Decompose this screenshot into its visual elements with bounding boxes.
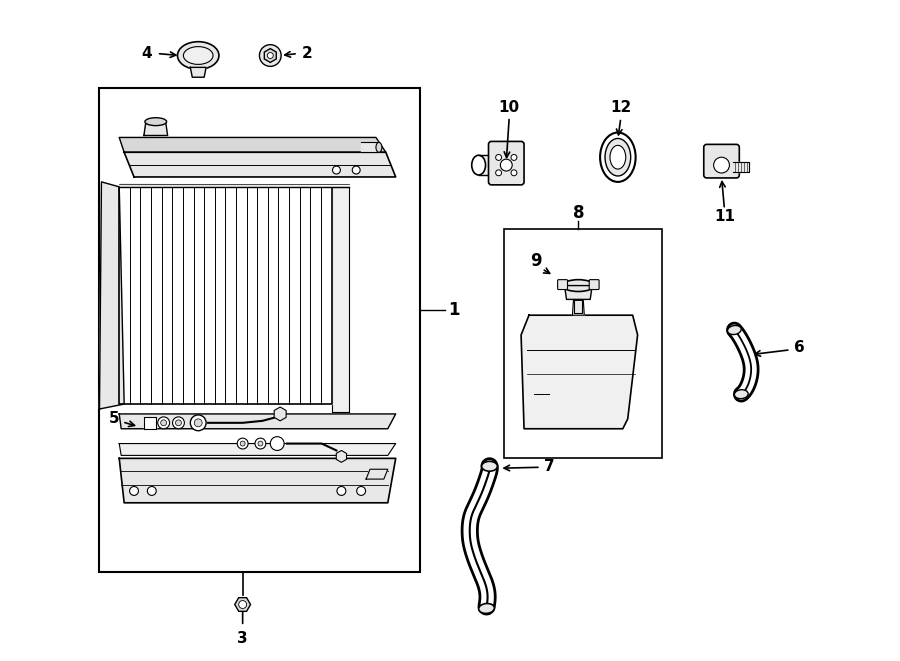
Text: 5: 5 (109, 411, 120, 426)
Circle shape (356, 486, 365, 495)
Circle shape (158, 417, 169, 429)
Ellipse shape (605, 138, 631, 176)
Polygon shape (572, 300, 584, 315)
Ellipse shape (376, 142, 382, 152)
Text: 11: 11 (714, 209, 735, 224)
Ellipse shape (610, 145, 626, 169)
Circle shape (190, 415, 206, 431)
Text: 10: 10 (499, 100, 520, 115)
Circle shape (176, 420, 182, 426)
FancyBboxPatch shape (590, 280, 599, 290)
Circle shape (500, 159, 512, 171)
Polygon shape (331, 187, 349, 412)
Text: 9: 9 (530, 252, 542, 270)
Text: 7: 7 (544, 459, 554, 474)
Polygon shape (521, 315, 637, 429)
Text: 2: 2 (302, 46, 312, 61)
Polygon shape (144, 122, 167, 136)
Polygon shape (564, 286, 592, 299)
Circle shape (161, 420, 166, 426)
Circle shape (714, 157, 729, 173)
Circle shape (511, 155, 517, 161)
Polygon shape (734, 162, 749, 172)
Ellipse shape (727, 325, 742, 334)
Circle shape (267, 52, 274, 58)
FancyBboxPatch shape (489, 141, 524, 185)
Text: 4: 4 (141, 46, 152, 61)
Ellipse shape (734, 390, 748, 399)
Ellipse shape (600, 132, 635, 182)
Circle shape (194, 419, 202, 427)
Polygon shape (119, 184, 349, 187)
Polygon shape (119, 137, 386, 152)
Circle shape (173, 417, 184, 429)
Circle shape (496, 155, 501, 161)
Polygon shape (100, 182, 124, 409)
Polygon shape (119, 458, 396, 503)
Circle shape (332, 166, 340, 174)
Polygon shape (361, 142, 379, 152)
Text: 8: 8 (572, 204, 584, 223)
Circle shape (496, 170, 501, 176)
FancyBboxPatch shape (558, 280, 568, 290)
Circle shape (130, 486, 139, 495)
Ellipse shape (479, 603, 494, 613)
Polygon shape (479, 155, 499, 175)
Circle shape (352, 166, 360, 174)
Polygon shape (190, 67, 206, 77)
Bar (504, 229, 662, 458)
Ellipse shape (482, 461, 498, 471)
Ellipse shape (177, 42, 219, 69)
Circle shape (240, 441, 245, 446)
Circle shape (148, 486, 157, 495)
Circle shape (238, 601, 247, 609)
Polygon shape (574, 299, 582, 313)
Bar (100, 88, 420, 572)
Polygon shape (366, 469, 388, 479)
Text: 1: 1 (448, 301, 460, 319)
Circle shape (255, 438, 266, 449)
Circle shape (258, 441, 263, 446)
Text: 3: 3 (238, 631, 248, 646)
Polygon shape (144, 417, 156, 429)
Ellipse shape (145, 118, 166, 126)
Circle shape (259, 45, 281, 66)
Polygon shape (119, 444, 396, 455)
Ellipse shape (184, 47, 213, 64)
Ellipse shape (562, 280, 594, 292)
Circle shape (238, 438, 248, 449)
Ellipse shape (472, 155, 485, 175)
Polygon shape (119, 187, 331, 404)
Text: 6: 6 (794, 340, 805, 355)
Polygon shape (124, 152, 396, 177)
Text: 12: 12 (610, 100, 632, 115)
FancyBboxPatch shape (704, 144, 739, 178)
Circle shape (511, 170, 517, 176)
Circle shape (270, 437, 284, 450)
Circle shape (337, 486, 346, 495)
Polygon shape (119, 414, 396, 429)
